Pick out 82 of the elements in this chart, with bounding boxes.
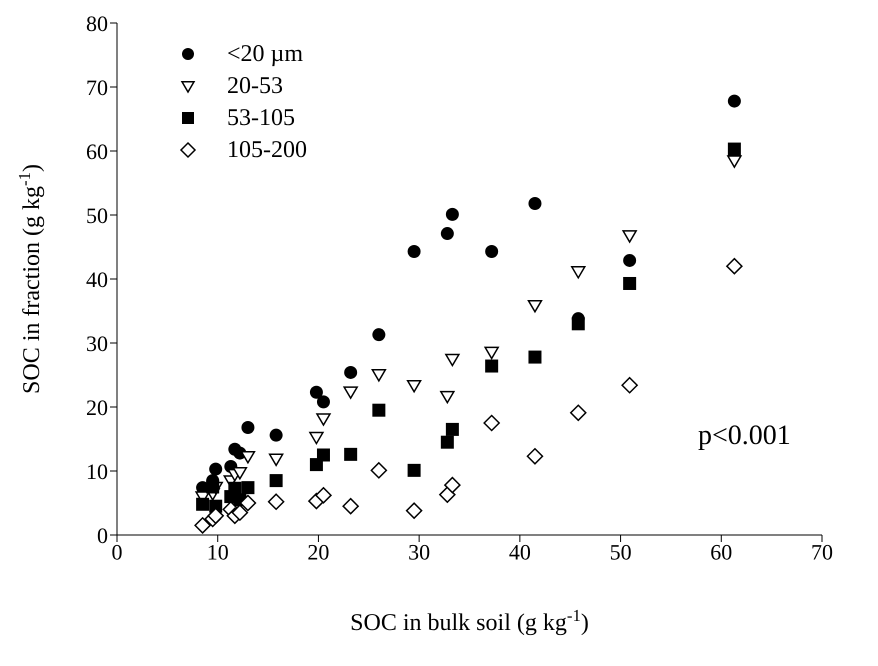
x-tick-label: 50	[610, 540, 632, 565]
y-tick-label: 30	[86, 330, 108, 356]
x-tick-label: 20	[307, 540, 330, 565]
legend-label: <20 µm	[227, 40, 304, 68]
point	[623, 254, 636, 267]
point	[240, 450, 256, 464]
point	[440, 227, 454, 240]
point	[316, 395, 330, 408]
x-tick-label: 60	[710, 540, 732, 565]
point	[446, 422, 459, 436]
point	[406, 502, 422, 519]
point	[528, 196, 542, 210]
point	[207, 508, 224, 524]
point	[228, 482, 242, 495]
point	[439, 486, 456, 503]
point	[728, 94, 741, 108]
y-tick-label: 70	[86, 74, 108, 100]
point	[270, 428, 283, 442]
y-tick-label: 10	[86, 458, 108, 484]
x-tick-label: 30	[408, 540, 430, 565]
x-tick-label: 70	[811, 540, 833, 565]
point	[406, 380, 422, 392]
point	[343, 386, 358, 399]
point	[372, 404, 386, 417]
point	[485, 244, 498, 258]
point	[408, 464, 421, 477]
point	[270, 474, 283, 488]
point	[484, 346, 499, 360]
point	[728, 142, 741, 156]
point	[232, 504, 248, 521]
point	[622, 230, 637, 243]
point	[196, 498, 210, 511]
y-tick-label: 50	[86, 202, 108, 228]
x-tick-label: 40	[508, 540, 531, 565]
x-axis-title: SOC in bulk soil (g kg$^{-1}$)	[350, 606, 589, 636]
point	[372, 328, 386, 342]
point	[268, 493, 284, 510]
point	[316, 413, 331, 426]
point	[570, 404, 587, 422]
point	[240, 494, 256, 512]
point	[440, 390, 455, 404]
point	[310, 386, 323, 399]
point	[241, 420, 254, 434]
point	[621, 376, 638, 394]
point	[344, 366, 358, 379]
legend-label: 105-200	[227, 136, 307, 164]
point	[445, 354, 460, 366]
point	[370, 462, 388, 479]
point	[726, 258, 743, 274]
point	[309, 432, 324, 444]
y-tick-label: 0	[97, 522, 108, 548]
point	[194, 517, 211, 534]
point	[623, 276, 636, 290]
point	[232, 466, 248, 480]
point	[316, 448, 330, 462]
point	[372, 369, 386, 382]
point	[528, 350, 542, 364]
legend-label: 20-53	[227, 72, 283, 100]
point	[315, 487, 332, 504]
point	[572, 317, 585, 330]
y-tick-label: 80	[86, 10, 108, 36]
point	[209, 462, 222, 476]
point	[526, 448, 544, 465]
point	[342, 498, 359, 514]
point	[440, 436, 454, 449]
point	[268, 454, 284, 466]
point	[571, 266, 586, 279]
point	[528, 300, 542, 312]
y-tick-label: 20	[86, 394, 108, 420]
x-tick-label: 10	[206, 540, 229, 565]
point	[483, 414, 500, 432]
y-tick-label: 40	[86, 266, 108, 292]
point	[485, 360, 498, 373]
point	[241, 481, 254, 494]
point	[408, 244, 421, 258]
legend-label: 53-105	[227, 104, 295, 132]
y-tick-label: 60	[86, 138, 108, 164]
point	[344, 448, 358, 461]
annotation: p<0.001	[698, 420, 791, 452]
point	[727, 155, 742, 168]
point	[446, 208, 459, 221]
point	[444, 476, 461, 494]
